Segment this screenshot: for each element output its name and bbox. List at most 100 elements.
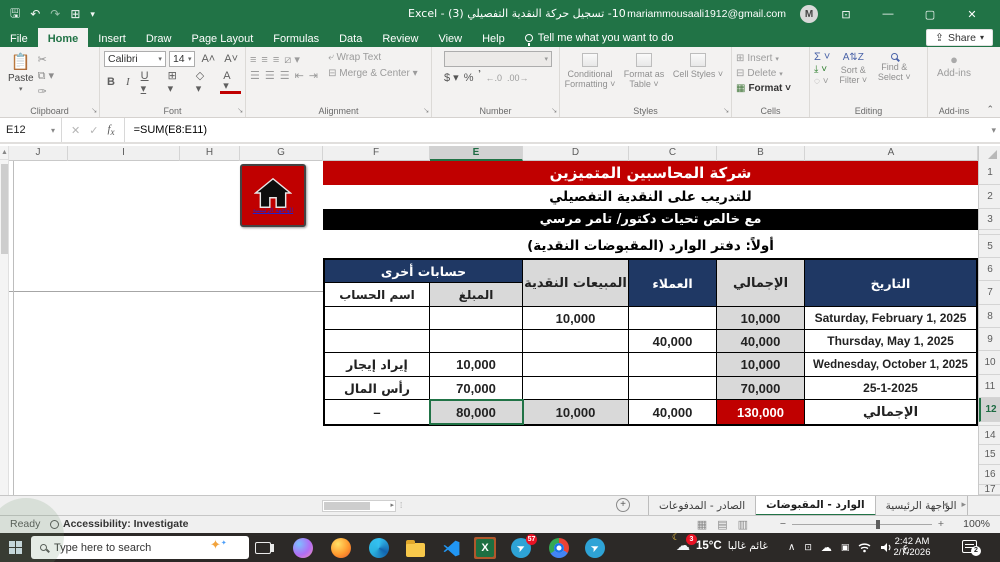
cell-A8[interactable]: Saturday, February 1, 2025: [805, 307, 976, 330]
tab-page-layout[interactable]: Page Layout: [191, 32, 254, 45]
zoom-slider[interactable]: [792, 524, 932, 525]
zoom-out-icon[interactable]: −: [779, 518, 786, 530]
formula-input[interactable]: =SUM(E8:E11): [133, 124, 208, 136]
ribbon-display-options-icon[interactable]: ⊡: [841, 8, 851, 21]
increase-decimal-icon[interactable]: ←.0: [485, 72, 503, 83]
vscode-icon[interactable]: [440, 537, 462, 559]
row-header[interactable]: 15: [979, 445, 1000, 465]
new-sheet-button[interactable]: +: [616, 498, 630, 512]
cell-A10[interactable]: Wednesday, October 1, 2025: [805, 353, 976, 377]
cell-C9[interactable]: 40,000: [629, 330, 717, 353]
number-format-combo[interactable]: ▾: [444, 51, 552, 67]
tab-home[interactable]: Home: [37, 28, 89, 47]
header-cash-sales[interactable]: المبيعات النقدية: [523, 260, 629, 307]
greeting-cell[interactable]: مع خالص تحيات دكتور/ تامر مرسي: [323, 209, 978, 230]
increase-indent-icon[interactable]: ⇥: [308, 70, 319, 82]
row-header[interactable]: 14: [979, 426, 1000, 445]
row-header[interactable]: 8: [979, 305, 1000, 328]
cell-D12[interactable]: 10,000: [523, 400, 629, 424]
header-total[interactable]: الإجمالي: [717, 260, 805, 307]
page-layout-view-icon[interactable]: ▤: [717, 519, 728, 531]
find-select-button[interactable]: Find & Select ˅: [876, 51, 912, 87]
minimize-button[interactable]: —: [882, 8, 894, 20]
copilot-icon[interactable]: [292, 537, 314, 559]
fill-icon[interactable]: ⤓ ˅: [814, 64, 828, 75]
cell-D9[interactable]: [523, 330, 629, 353]
column-header-f[interactable]: F: [323, 146, 430, 161]
company-title-cell[interactable]: شركة المحاسبين المتميزين: [323, 161, 978, 185]
format-cells-button[interactable]: ▦ Format ˅: [736, 83, 791, 94]
cell-F9[interactable]: [325, 330, 430, 353]
normal-view-icon[interactable]: ▦: [696, 519, 708, 531]
sheet-tab-main[interactable]: الواجهة الرئيسية: [876, 496, 968, 516]
cell-B9[interactable]: 40,000: [717, 330, 805, 353]
row-header[interactable]: [979, 422, 1000, 426]
scroll-up-icon[interactable]: ▲: [0, 146, 9, 160]
tab-insert[interactable]: Insert: [98, 32, 126, 45]
accessibility-status[interactable]: Accessibility: Investigate: [50, 518, 188, 530]
cell-F12[interactable]: –: [325, 400, 430, 424]
cell-C11[interactable]: [629, 377, 717, 400]
chrome-icon[interactable]: [548, 537, 570, 559]
name-box[interactable]: E12 ▾: [0, 118, 62, 142]
underline-button[interactable]: U ▾: [140, 69, 149, 95]
font-color-icon[interactable]: A ▾: [220, 70, 241, 94]
cell-A12[interactable]: الإجمالي: [862, 404, 919, 420]
align-top-icon[interactable]: ≡: [250, 54, 257, 66]
tab-review[interactable]: Review: [382, 32, 419, 45]
tab-splitter-handle[interactable]: ⁞: [400, 501, 404, 510]
home-shape-button[interactable]: الواجهة الرئيسية: [240, 164, 306, 227]
horizontal-scrollbar[interactable]: ▸: [322, 500, 396, 512]
accounting-format-icon[interactable]: $ ▾: [444, 72, 459, 84]
column-header-c[interactable]: C: [629, 146, 717, 161]
percent-style-icon[interactable]: %: [463, 71, 474, 84]
header-amount[interactable]: المبلغ: [430, 283, 523, 307]
column-header-d[interactable]: D: [523, 146, 629, 161]
share-button[interactable]: ⇪ Share ▾: [926, 29, 993, 46]
row-header[interactable]: 5: [979, 235, 1000, 258]
cell-C12[interactable]: 40,000: [629, 400, 717, 424]
conditional-formatting-button[interactable]: Conditional Formatting ˅: [564, 51, 616, 104]
cell-A9[interactable]: Thursday, May 1, 2025: [805, 330, 976, 353]
merge-center-button[interactable]: ⊟ Merge & Center ▾: [328, 68, 418, 79]
font-dialog-launcher[interactable]: ⭨: [237, 106, 243, 115]
orientation-icon[interactable]: ⧄ ▾: [284, 54, 300, 66]
section-title-cell[interactable]: أولاً: دفتر الوارد (المقبوضات النقدية): [527, 238, 774, 254]
tab-draw[interactable]: Draw: [145, 32, 172, 45]
column-header-e[interactable]: E: [430, 146, 523, 161]
align-right-icon[interactable]: ☰: [279, 70, 290, 82]
cell-B10[interactable]: 10,000: [717, 353, 805, 377]
cell-D11[interactable]: [523, 377, 629, 400]
column-header-i[interactable]: I: [68, 146, 180, 161]
redo-icon[interactable]: ↷: [50, 7, 61, 21]
borders-icon[interactable]: ⊞ ▾: [167, 70, 177, 95]
touch-mode-icon[interactable]: ⊞: [70, 7, 81, 21]
cell-C10[interactable]: [629, 353, 717, 377]
wrap-text-button[interactable]: ⤶ Wrap Text: [328, 52, 382, 63]
horizontal-scroll-thumb[interactable]: [324, 502, 370, 510]
cell-B8[interactable]: 10,000: [717, 307, 805, 330]
column-header-j[interactable]: J: [9, 146, 68, 161]
tab-file[interactable]: File: [10, 32, 28, 45]
comma-style-icon[interactable]: 𝄒: [478, 71, 481, 83]
insert-function-icon[interactable]: fx: [107, 122, 115, 138]
select-all-corner[interactable]: [978, 146, 1000, 161]
task-view-button[interactable]: [252, 537, 274, 559]
row-header[interactable]: 9: [979, 328, 1000, 351]
telegram-icon[interactable]: ➤ 57: [510, 534, 537, 559]
decrease-indent-icon[interactable]: ⇤: [294, 70, 304, 82]
row-header[interactable]: 17: [979, 484, 1000, 495]
maximize-button[interactable]: ▢: [924, 8, 936, 21]
cell-C8[interactable]: [629, 307, 717, 330]
delete-cells-button[interactable]: ⊟ Delete ▾: [736, 68, 783, 79]
row-header[interactable]: [979, 230, 1000, 235]
close-button[interactable]: ✕: [967, 8, 977, 21]
volume-icon[interactable]: [880, 542, 893, 553]
row-header[interactable]: 7: [979, 281, 1000, 305]
autosum-icon[interactable]: Σ ˅: [814, 51, 831, 63]
tab-help[interactable]: Help: [482, 32, 505, 45]
cast-tray-icon[interactable]: ▣: [840, 542, 850, 552]
sheet-nav-arrows[interactable]: ◂▸: [943, 499, 981, 509]
cell-F8[interactable]: [325, 307, 430, 330]
save-icon[interactable]: 🖫: [10, 5, 21, 20]
